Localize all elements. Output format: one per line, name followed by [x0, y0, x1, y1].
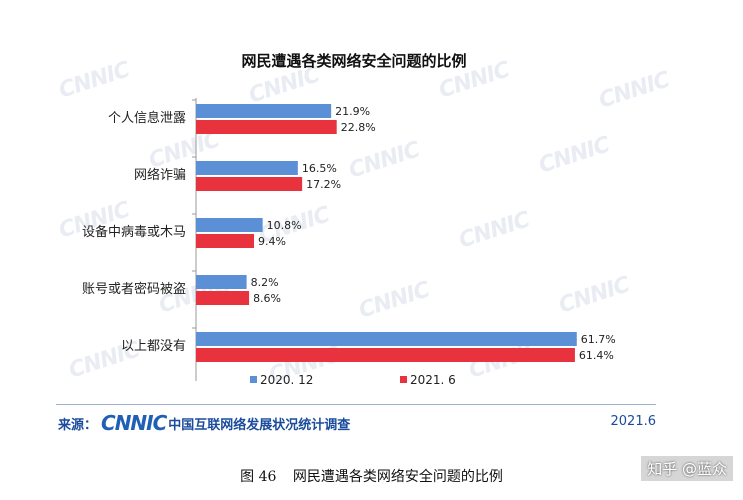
data-label: 8.2% — [251, 276, 279, 289]
bar-2021-6 — [196, 348, 575, 362]
category-label: 账号或者密码被盗 — [82, 281, 186, 297]
bar-2020-12 — [196, 104, 332, 118]
source-label: 来源： — [58, 417, 98, 433]
bar-2020-12 — [196, 275, 247, 289]
legend-label: 2021. 6 — [410, 373, 456, 387]
legend-swatch — [250, 376, 257, 383]
source-date: 2021.6 — [610, 414, 657, 429]
data-label: 9.4% — [258, 235, 286, 248]
author-credit: 知乎 @蓝众 — [641, 456, 733, 481]
category-label: 网络诈骗 — [134, 167, 186, 183]
cnnic-logo: CNNIC — [101, 411, 167, 435]
figure-number: 图 46 — [240, 469, 277, 485]
data-label: 10.8% — [267, 219, 302, 232]
chart-panel: CNNIC CNNIC CNNIC CNNIC CNNIC CNNIC CNNIC CNNIC… — [38, 28, 672, 435]
category-label: 设备中病毒或木马 — [82, 224, 186, 240]
category-label: 个人信息泄露 — [108, 110, 186, 126]
footer-divider — [56, 404, 656, 405]
data-label: 61.4% — [579, 349, 614, 362]
bar-2021-6 — [196, 120, 337, 134]
figure-caption-text: 网民遭遇各类网络安全问题的比例 — [292, 469, 503, 485]
source-line: 来源： CNNIC 中国互联网络发展状况统计调查 — [58, 411, 350, 435]
data-label: 17.2% — [306, 178, 341, 191]
figure-caption: 图 46 网民遭遇各类网络安全问题的比例 — [0, 466, 743, 486]
data-label: 16.5% — [302, 162, 337, 175]
chart-title: 网民遭遇各类网络安全问题的比例 — [241, 52, 467, 70]
data-label: 21.9% — [335, 105, 370, 118]
bar-2021-6 — [196, 177, 303, 191]
bar-2021-6 — [196, 234, 255, 248]
category-label: 以上都没有 — [121, 339, 186, 354]
bar-2020-12 — [196, 332, 577, 346]
legend-swatch — [400, 376, 407, 383]
data-label: 8.6% — [253, 292, 281, 305]
data-label: 22.8% — [341, 121, 376, 134]
source-name: 中国互联网络发展状况统计调查 — [168, 417, 351, 433]
legend-label: 2020. 12 — [260, 373, 313, 387]
bar-2021-6 — [196, 291, 250, 305]
bar-chart: 个人信息泄露 21.9% 22.8% 网络诈骗 16.5% 17.2% 设备中病毒或木马 10… — [82, 98, 616, 387]
bar-2020-12 — [196, 218, 263, 232]
bar-2020-12 — [196, 161, 298, 175]
data-label: 61.7% — [581, 333, 616, 346]
